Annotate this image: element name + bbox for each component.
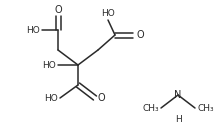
Text: HO: HO xyxy=(26,25,40,34)
Text: HO: HO xyxy=(44,93,58,102)
Text: CH₃: CH₃ xyxy=(142,103,159,112)
Text: HO: HO xyxy=(42,60,56,70)
Text: CH₃: CH₃ xyxy=(197,103,214,112)
Text: O: O xyxy=(54,5,62,15)
Text: O: O xyxy=(97,93,105,103)
Text: H: H xyxy=(175,115,181,124)
Text: O: O xyxy=(136,30,144,40)
Text: HO: HO xyxy=(101,9,115,18)
Text: N: N xyxy=(174,90,182,100)
